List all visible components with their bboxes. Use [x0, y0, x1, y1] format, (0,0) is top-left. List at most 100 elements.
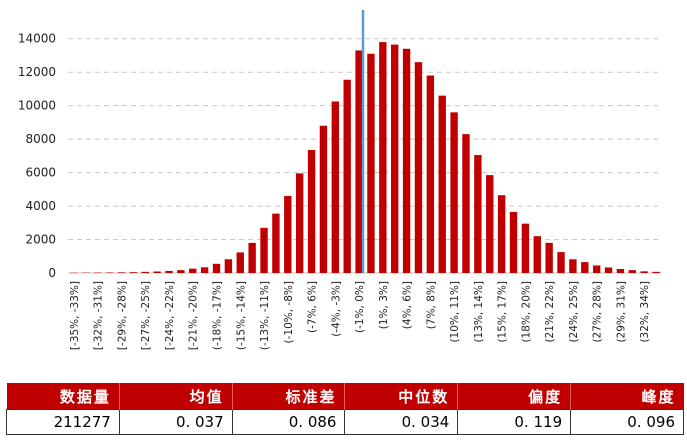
bar-3 — [105, 272, 114, 273]
bar-39 — [533, 236, 541, 273]
bar-34 — [474, 155, 482, 273]
bar-24 — [355, 50, 363, 274]
x-tick-label: [-35%, -33%] — [69, 281, 81, 350]
stats-header-row: 数据量 均值 标准差 中位数 偏度 峰度 — [6, 383, 684, 410]
gridlines — [68, 38, 662, 274]
bar-43 — [581, 262, 589, 273]
bar-26 — [379, 42, 387, 273]
y-tick-label: 8000 — [25, 132, 56, 146]
bar-9 — [177, 270, 185, 273]
bar-30 — [426, 75, 435, 273]
bar-18 — [284, 196, 292, 273]
x-tick-label: (-18%, -17%] — [212, 281, 224, 350]
bar-44 — [592, 265, 601, 273]
bar-29 — [414, 62, 423, 273]
x-tick-label: (-7%, 6%] — [307, 281, 319, 333]
x-tick-label: (-13%, -11%] — [259, 281, 271, 350]
bar-48 — [640, 271, 648, 273]
histogram-chart: 0 2000 4000 6000 8000 10000 12000 14000 [-35%, … — [18, 10, 662, 350]
header-skewness: 偏度 — [457, 383, 572, 410]
bar-36 — [497, 195, 506, 273]
x-tick-label: [-32%, -31%] — [93, 281, 105, 350]
bar-12 — [212, 263, 221, 273]
bar-21 — [319, 125, 328, 273]
stats-value-row: 211277 0. 037 0. 086 0. 034 0. 119 0. 09… — [6, 409, 684, 435]
y-tick-label: 2000 — [25, 233, 56, 247]
x-tick-label: [-24%, -22%] — [164, 281, 176, 350]
bar-41 — [557, 252, 565, 273]
bar-40 — [545, 242, 553, 273]
bar-22 — [331, 101, 339, 273]
x-tick-label: [-21%, -20%] — [188, 281, 200, 350]
bar-37 — [509, 211, 518, 273]
bar-28 — [402, 48, 411, 273]
value-count: 211277 — [6, 409, 120, 435]
x-tick-label: (18%, 20%] — [520, 281, 532, 343]
header-mean: 均值 — [119, 383, 233, 410]
x-tick-label: (15%, 17%] — [497, 281, 509, 343]
bar-6 — [141, 271, 149, 273]
x-tick-label: (-1%, 0%] — [354, 281, 366, 333]
x-tick-label: (32%, 34%] — [639, 281, 651, 343]
value-mean: 0. 037 — [118, 409, 233, 435]
bar-16 — [260, 227, 268, 273]
y-tick-label: 10000 — [18, 99, 56, 113]
y-tick-label: 12000 — [18, 65, 56, 79]
bar-10 — [189, 268, 197, 273]
bar-35 — [486, 175, 494, 273]
x-tick-label: (21%, 22%] — [544, 281, 556, 343]
value-median: 0. 034 — [344, 409, 459, 435]
bar-42 — [569, 259, 577, 273]
bar-47 — [628, 270, 636, 273]
bar-11 — [200, 267, 209, 273]
bar-4 — [117, 272, 126, 273]
x-tick-label: (10%, 11%] — [449, 281, 461, 343]
value-skewness: 0. 119 — [457, 409, 572, 435]
x-tick-label: (1%, 3%] — [378, 281, 390, 329]
header-count: 数据量 — [6, 383, 120, 410]
x-tick-label: (24%, 25%] — [568, 281, 580, 343]
bar-46 — [616, 268, 625, 273]
bar-5 — [129, 272, 138, 273]
bars — [70, 42, 660, 274]
bar-17 — [272, 213, 280, 273]
bar-32 — [450, 112, 458, 273]
bar-45 — [604, 267, 613, 273]
header-std: 标准差 — [232, 383, 346, 410]
x-tick-label: (-4%, -3%] — [330, 281, 342, 337]
value-kurtosis: 0. 096 — [570, 409, 684, 435]
y-tick-label: 14000 — [18, 32, 56, 46]
x-tick-label: [-29%, -28%] — [116, 281, 128, 350]
bar-15 — [248, 242, 256, 273]
bar-31 — [438, 95, 446, 273]
bar-20 — [307, 150, 316, 273]
bar-49 — [652, 271, 660, 273]
bar-33 — [462, 134, 470, 273]
y-tick-label: 4000 — [25, 199, 56, 213]
stats-table: 数据量 均值 标准差 中位数 偏度 峰度 211277 0. 037 0. 08… — [6, 383, 684, 435]
y-tick-label: 6000 — [25, 166, 56, 180]
bar-25 — [367, 53, 375, 273]
bar-27 — [391, 44, 399, 274]
bar-19 — [295, 173, 304, 273]
x-axis-ticks: [-35%, -33%] [-32%, -31%] [-29%, -28%] [-27… — [69, 281, 651, 350]
y-axis-ticks: 0 2000 4000 6000 8000 10000 12000 14000 — [18, 32, 56, 280]
header-kurtosis: 峰度 — [570, 383, 684, 410]
bar-23 — [343, 79, 351, 273]
x-tick-label: (7%, 8%] — [425, 281, 437, 329]
bar-13 — [224, 259, 233, 273]
bar-8 — [165, 270, 173, 273]
chart-svg: 0 2000 4000 6000 8000 10000 12000 14000 [-35%, … — [18, 10, 662, 350]
x-tick-label: (-10%, -8%] — [283, 281, 295, 343]
bar-14 — [236, 252, 244, 273]
header-median: 中位数 — [344, 383, 459, 410]
x-tick-label: (-15%, -14%] — [235, 281, 247, 350]
x-tick-label: (4%, 6%] — [402, 281, 414, 329]
x-tick-label: [-27%, -25%] — [140, 281, 152, 350]
value-std: 0. 086 — [231, 409, 346, 435]
x-tick-label: (29%, 31%] — [615, 281, 627, 343]
x-tick-label: (27%, 28%] — [592, 281, 604, 343]
bar-38 — [521, 223, 530, 273]
x-tick-label: (13%, 14%] — [473, 281, 485, 343]
bar-7 — [153, 271, 161, 273]
